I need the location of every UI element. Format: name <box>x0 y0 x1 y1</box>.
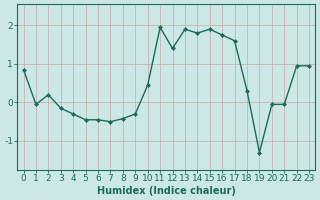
X-axis label: Humidex (Indice chaleur): Humidex (Indice chaleur) <box>97 186 236 196</box>
